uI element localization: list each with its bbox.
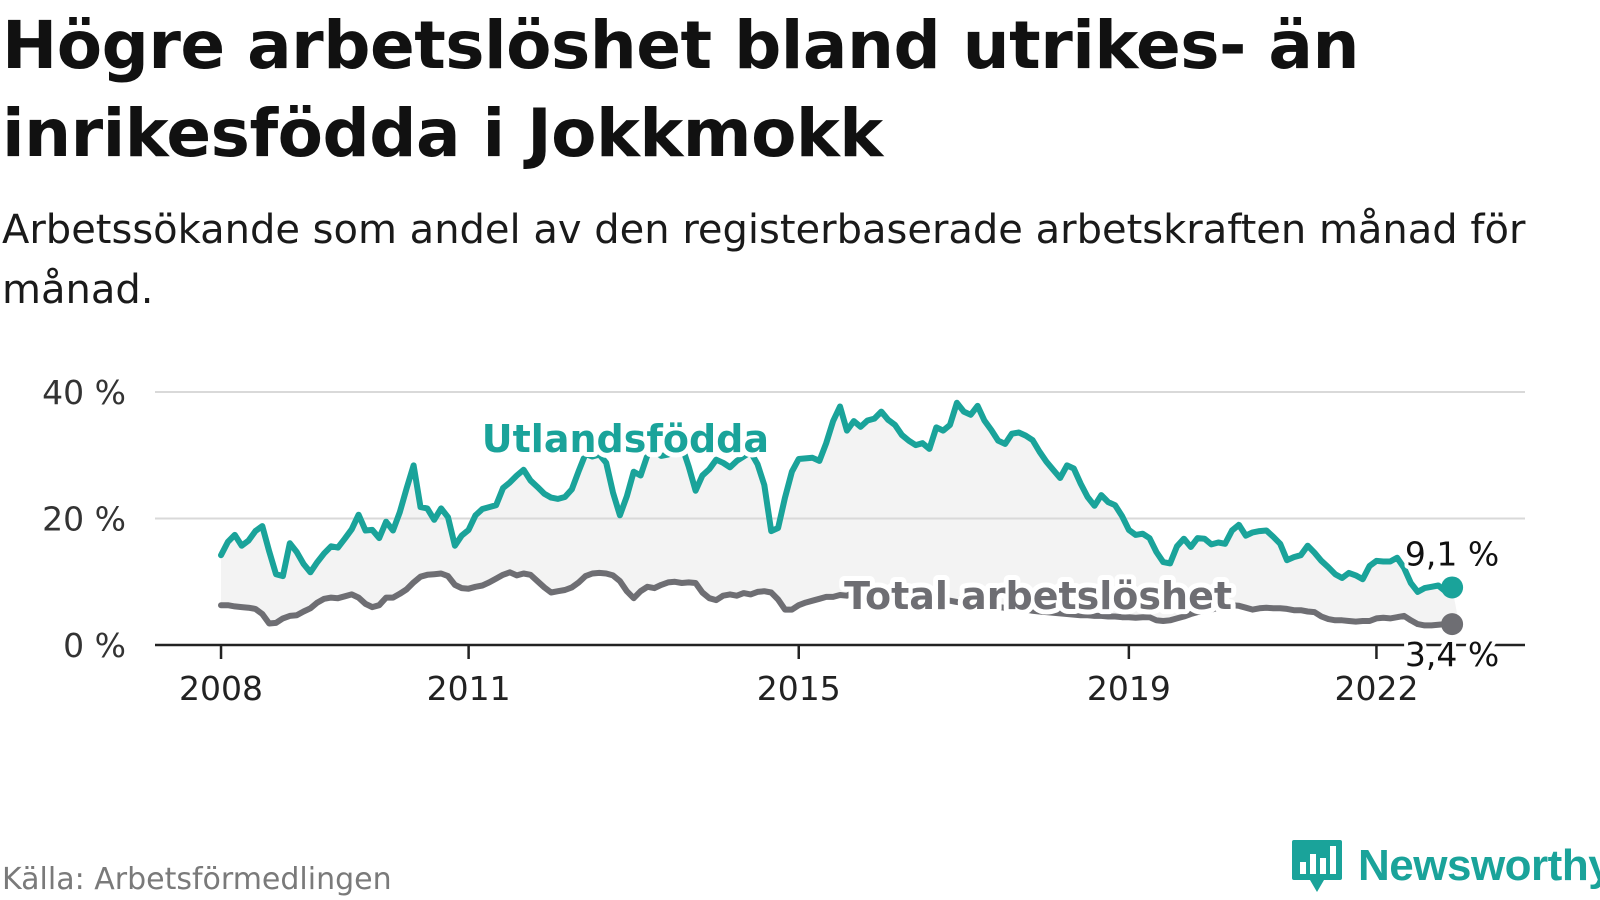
chart-subtitle: Arbetssökande som andel av den registerb… xyxy=(2,207,1526,313)
x-tick-label: 2008 xyxy=(179,669,263,708)
newsworthy-logo-icon xyxy=(1292,840,1342,892)
chart-title: Högre arbetslöshet bland utrikes- än inr… xyxy=(2,7,1359,172)
line-chart: Total arbetslöshet Utlandsfödda 2008 2011… xyxy=(42,373,1525,708)
x-tick-label: 2011 xyxy=(427,669,511,708)
x-tick-label: 2022 xyxy=(1334,669,1418,708)
foreign-end-value: 9,1 % xyxy=(1405,534,1499,573)
y-tick-label: 40 % xyxy=(42,373,126,412)
gridlines xyxy=(155,391,1525,520)
series-label-foreign: Utlandsfödda xyxy=(482,417,769,461)
y-axis-ticks: 0 % 20 % 40 % xyxy=(42,373,126,665)
brand-name: Newsworthy xyxy=(1358,841,1600,890)
total-end-marker xyxy=(1441,613,1464,636)
range-band xyxy=(221,402,1459,626)
source-note: Källa: Arbetsförmedlingen xyxy=(2,862,392,897)
total-unemployment-line xyxy=(218,569,1462,629)
foreign-born-line xyxy=(218,399,1456,595)
series-label-total: Total arbetslöshet xyxy=(844,574,1232,618)
brand-logo[interactable]: Newsworthy xyxy=(1290,838,1600,894)
x-axis-ticks: 2008 2011 2015 2019 2022 xyxy=(179,645,1418,708)
x-tick-label: 2019 xyxy=(1087,669,1171,708)
total-end-value: 3,4 % xyxy=(1405,635,1499,674)
y-tick-label: 20 % xyxy=(42,500,126,539)
x-tick-label: 2015 xyxy=(757,669,841,708)
y-tick-label: 0 % xyxy=(63,626,126,665)
foreign-end-marker xyxy=(1441,576,1464,599)
